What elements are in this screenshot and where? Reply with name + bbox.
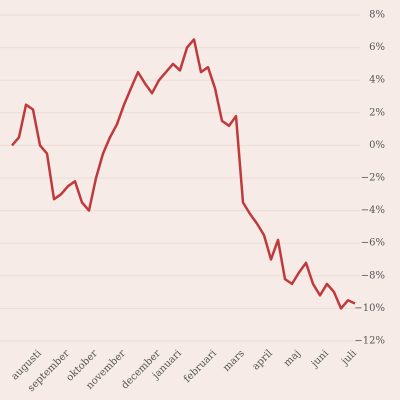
y-tick-label: 8% [369,10,385,21]
y-tick-label: 4% [369,75,385,86]
y-tick-label: 0% [369,140,385,151]
y-tick-label: −2% [361,173,385,184]
line [11,38,356,310]
y-tick-label: −8% [361,270,385,281]
y-tick-label: −4% [361,205,385,216]
y-tick-label: −6% [361,238,385,249]
y-tick-label: −12% [354,336,385,347]
y-tick-label: −10% [354,303,385,314]
y-tick-label: 6% [369,42,385,53]
y-tick-label: 2% [369,107,385,118]
